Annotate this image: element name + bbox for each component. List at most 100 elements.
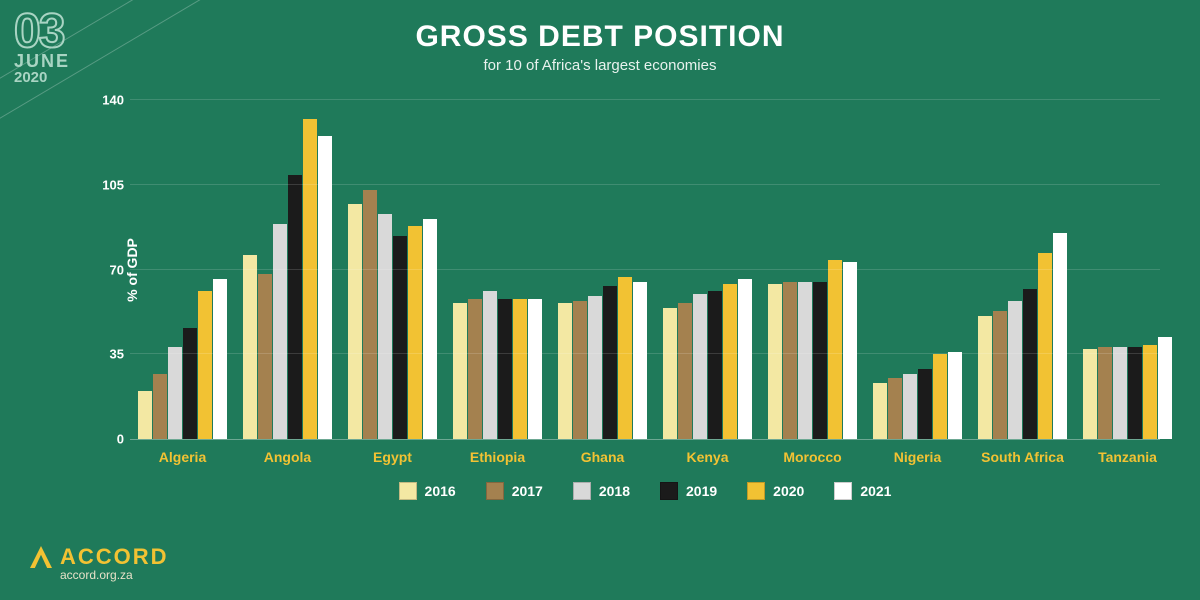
bar [633,282,647,439]
legend: 2016 2017 2018 2019 2020 2021 [130,482,1160,500]
legend-label: 2020 [773,483,804,499]
bar [768,284,782,439]
legend-label: 2017 [512,483,543,499]
legend-item: 2019 [660,482,717,500]
bar [168,347,182,439]
bar-group: Kenya [655,100,760,439]
bar [198,291,212,439]
x-label: Ethiopia [470,449,525,465]
bar [948,352,962,439]
bar [588,296,602,439]
legend-item: 2021 [834,482,891,500]
bar [408,226,422,439]
y-tick: 35 [90,347,124,362]
bar [603,286,617,439]
bar [528,299,542,439]
x-label: Tanzania [1098,449,1157,465]
x-label: Morocco [783,449,841,465]
bar [1113,347,1127,439]
bar [243,255,257,439]
x-label: Angola [264,449,311,465]
bar [498,299,512,439]
bar [843,262,857,439]
chart-subtitle: for 10 of Africa's largest economies [0,57,1200,74]
bar-group: Nigeria [865,100,970,439]
bar [318,136,332,439]
x-label: Kenya [686,449,728,465]
bar [183,328,197,439]
gridline [130,269,1160,270]
bar-group: Morocco [760,100,865,439]
legend-item: 2018 [573,482,630,500]
bar [1158,337,1172,439]
brand-block: ACCORD accord.org.za [30,544,169,582]
y-tick: 0 [90,432,124,447]
legend-label: 2019 [686,483,717,499]
bar [423,219,437,439]
legend-label: 2016 [425,483,456,499]
bar [798,282,812,439]
bar [303,119,317,439]
bar [1053,233,1067,439]
bar [828,260,842,439]
bar [993,311,1007,439]
legend-swatch [399,482,417,500]
bar [918,369,932,439]
bar [1083,349,1097,439]
bar [378,214,392,439]
legend-swatch [834,482,852,500]
bar [138,391,152,439]
gridline [130,99,1160,100]
y-tick: 70 [90,262,124,277]
bar [873,383,887,439]
brand-name: ACCORD [60,544,169,570]
bar-group: Tanzania [1075,100,1180,439]
legend-item: 2020 [747,482,804,500]
gridline [130,353,1160,354]
bar-group: Ethiopia [445,100,550,439]
bar [1008,301,1022,439]
bar [813,282,827,439]
bar [933,354,947,439]
bar [723,284,737,439]
bar [273,224,287,440]
gridline [130,184,1160,185]
bar [573,301,587,439]
bar-groups: AlgeriaAngolaEgyptEthiopiaGhanaKenyaMoro… [130,100,1160,439]
brand-logo: ACCORD [30,544,169,570]
bar [903,374,917,439]
brand-icon [30,546,52,568]
bar [348,204,362,439]
bar [1143,345,1157,439]
bar [693,294,707,439]
bar [783,282,797,439]
bar [453,303,467,439]
bar [1128,347,1142,439]
bar [978,316,992,439]
legend-label: 2018 [599,483,630,499]
bar-group: Ghana [550,100,655,439]
x-label: Algeria [159,449,206,465]
bar [258,274,272,439]
plot-area: % of GDP AlgeriaAngolaEgyptEthiopiaGhana… [130,100,1160,440]
y-tick: 140 [90,93,124,108]
x-label: South Africa [981,449,1064,465]
chart-area: % of GDP AlgeriaAngolaEgyptEthiopiaGhana… [80,100,1160,500]
chart-title: GROSS DEBT POSITION [0,20,1200,54]
bar [738,279,752,439]
x-label: Ghana [581,449,625,465]
bar [678,303,692,439]
x-label: Egypt [373,449,412,465]
legend-swatch [486,482,504,500]
legend-item: 2017 [486,482,543,500]
bar [393,236,407,439]
bar [1098,347,1112,439]
legend-swatch [747,482,765,500]
bar [708,291,722,439]
bar-group: Algeria [130,100,235,439]
y-tick: 105 [90,177,124,192]
bar [288,175,302,439]
bar [213,279,227,439]
bar [558,303,572,439]
x-label: Nigeria [894,449,941,465]
